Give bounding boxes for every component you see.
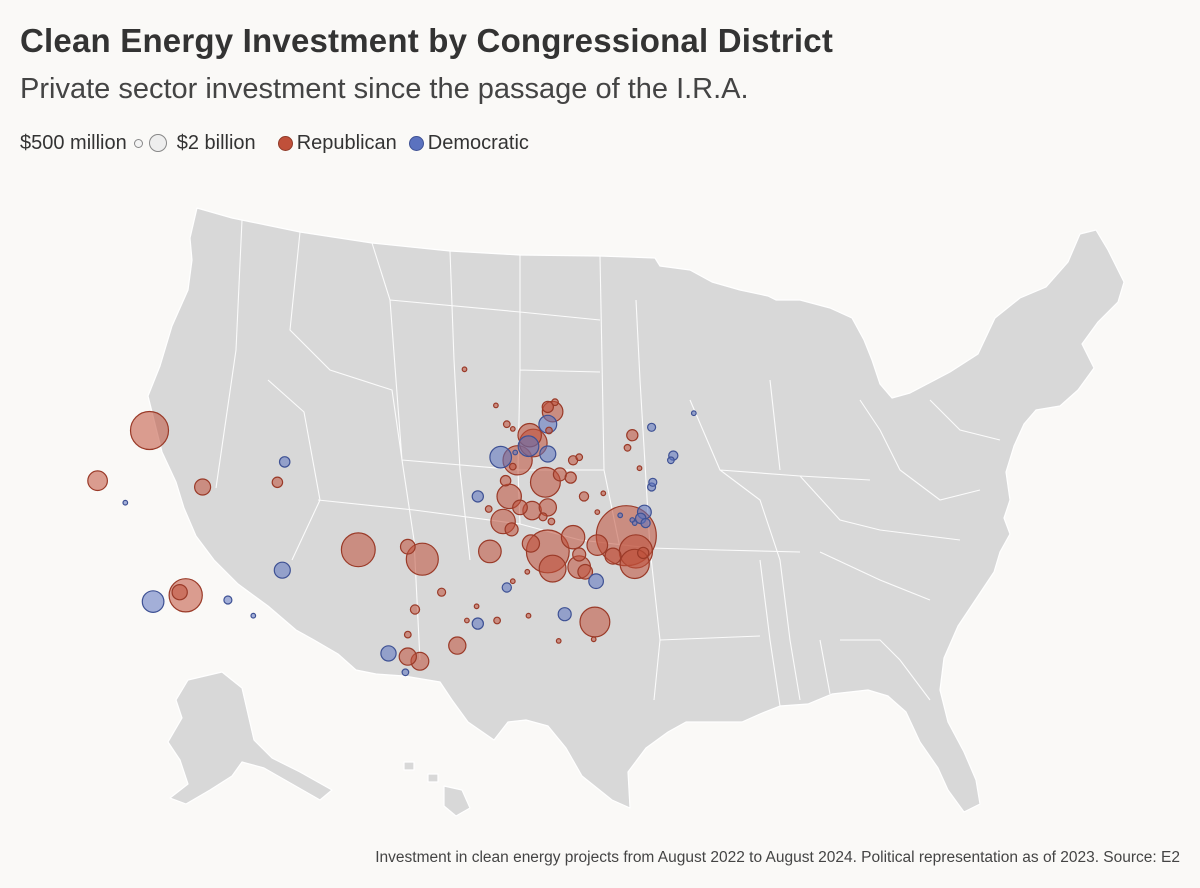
district-bubble-democratic[interactable] bbox=[631, 520, 638, 526]
district-bubble-republican[interactable] bbox=[499, 474, 512, 487]
district-bubble-democratic[interactable] bbox=[517, 435, 540, 458]
legend-republican-label: Republican bbox=[296, 131, 397, 154]
alaska bbox=[167, 671, 333, 805]
district-bubble-republican[interactable] bbox=[437, 587, 447, 597]
footer-note: Investment in clean energy projects from… bbox=[375, 849, 1180, 866]
district-bubble-republican[interactable] bbox=[552, 467, 568, 482]
legend-size-small-circle bbox=[133, 138, 143, 148]
legend-size-large-circle bbox=[148, 134, 167, 152]
district-bubble-republican[interactable] bbox=[502, 420, 511, 429]
bubble-layer bbox=[87, 366, 697, 677]
legend: $500 million $2 billion Republican Democ… bbox=[20, 130, 529, 156]
district-bubble-republican[interactable] bbox=[194, 478, 212, 496]
district-bubble-republican[interactable] bbox=[493, 402, 499, 409]
district-bubble-republican[interactable] bbox=[509, 578, 516, 585]
district-bubble-republican[interactable] bbox=[626, 429, 639, 442]
district-bubble-republican[interactable] bbox=[577, 563, 594, 580]
district-bubble-democratic[interactable] bbox=[646, 422, 657, 432]
district-bubble-republican[interactable] bbox=[473, 603, 480, 610]
district-bubble-republican[interactable] bbox=[403, 630, 412, 639]
district-bubble-democratic[interactable] bbox=[617, 512, 624, 519]
chart-title: Clean Energy Investment by Congressional… bbox=[20, 22, 834, 59]
district-bubble-republican[interactable] bbox=[521, 534, 541, 553]
district-bubble-democratic[interactable] bbox=[539, 445, 557, 463]
district-bubble-republican[interactable] bbox=[560, 524, 586, 550]
district-bubble-republican[interactable] bbox=[524, 568, 531, 575]
district-bubble-democratic[interactable] bbox=[401, 668, 410, 677]
district-bubble-democratic[interactable] bbox=[690, 410, 697, 417]
district-bubble-democratic[interactable] bbox=[489, 445, 513, 469]
legend-size-large-label: $2 billion bbox=[176, 131, 256, 154]
district-bubble-republican[interactable] bbox=[600, 490, 607, 497]
district-bubble-republican[interactable] bbox=[464, 617, 470, 624]
district-bubble-republican[interactable] bbox=[538, 512, 548, 522]
district-bubble-democratic[interactable] bbox=[501, 582, 512, 593]
district-bubble-republican[interactable] bbox=[340, 532, 376, 568]
district-bubble-republican[interactable] bbox=[590, 636, 597, 643]
district-bubble-republican[interactable] bbox=[405, 542, 439, 576]
legend-size-small-label: $500 million bbox=[20, 131, 127, 154]
district-bubble-democratic[interactable] bbox=[648, 477, 658, 487]
district-bubble-republican[interactable] bbox=[594, 509, 601, 515]
district-bubble-republican[interactable] bbox=[604, 547, 622, 565]
district-bubble-republican[interactable] bbox=[399, 538, 416, 555]
district-bubble-republican[interactable] bbox=[564, 471, 577, 484]
district-bubble-republican[interactable] bbox=[551, 398, 559, 407]
district-bubble-republican[interactable] bbox=[398, 647, 417, 666]
district-bubble-democratic[interactable] bbox=[588, 573, 604, 590]
district-bubble-republican[interactable] bbox=[409, 604, 421, 615]
district-bubble-republican[interactable] bbox=[541, 400, 555, 414]
district-bubble-democratic[interactable] bbox=[471, 617, 484, 630]
district-bubble-democratic[interactable] bbox=[141, 590, 165, 613]
district-bubble-democratic[interactable] bbox=[223, 595, 233, 605]
chart-subtitle: Private sector investment since the pass… bbox=[20, 73, 749, 105]
district-bubble-democratic[interactable] bbox=[512, 449, 519, 456]
district-bubble-republican[interactable] bbox=[508, 462, 517, 471]
district-bubble-republican[interactable] bbox=[87, 470, 108, 492]
district-bubble-democratic[interactable] bbox=[250, 612, 257, 619]
legend-democratic-label: Democratic bbox=[427, 131, 529, 154]
district-bubble-democratic[interactable] bbox=[273, 561, 291, 579]
legend-democratic-swatch bbox=[408, 135, 424, 151]
district-bubble-republican[interactable] bbox=[271, 476, 284, 489]
district-bubble-republican[interactable] bbox=[547, 517, 556, 526]
district-bubble-republican[interactable] bbox=[579, 606, 611, 638]
district-bubble-republican[interactable] bbox=[171, 584, 188, 601]
district-bubble-republican[interactable] bbox=[525, 612, 532, 619]
district-bubble-republican[interactable] bbox=[586, 534, 609, 556]
district-bubble-republican[interactable] bbox=[493, 616, 502, 625]
district-bubble-republican[interactable] bbox=[572, 547, 587, 562]
district-bubble-republican[interactable] bbox=[636, 465, 643, 472]
district-bubble-democratic[interactable] bbox=[667, 456, 675, 465]
legend-republican-swatch bbox=[277, 135, 293, 151]
district-bubble-republican[interactable] bbox=[623, 443, 632, 452]
district-bubble-democratic[interactable] bbox=[557, 607, 572, 622]
district-bubble-democratic[interactable] bbox=[380, 645, 397, 662]
district-bubble-republican[interactable] bbox=[555, 638, 562, 644]
district-bubble-republican[interactable] bbox=[504, 522, 519, 537]
district-bubble-republican[interactable] bbox=[512, 499, 528, 516]
hawaii bbox=[403, 761, 471, 817]
district-bubble-republican[interactable] bbox=[578, 491, 590, 502]
district-bubble-republican[interactable] bbox=[478, 539, 502, 564]
district-bubble-republican[interactable] bbox=[538, 554, 567, 583]
district-bubble-republican[interactable] bbox=[538, 498, 558, 517]
district-bubble-republican[interactable] bbox=[637, 546, 650, 560]
district-bubble-republican[interactable] bbox=[484, 505, 493, 513]
district-bubble-democratic[interactable] bbox=[122, 499, 129, 506]
district-bubble-democratic[interactable] bbox=[640, 517, 651, 529]
district-bubble-republican[interactable] bbox=[461, 366, 468, 373]
district-bubble-democratic[interactable] bbox=[278, 456, 291, 468]
district-bubble-republican[interactable] bbox=[129, 410, 170, 451]
district-bubble-republican[interactable] bbox=[448, 636, 467, 655]
district-bubble-democratic[interactable] bbox=[471, 490, 484, 503]
district-bubble-republican[interactable] bbox=[509, 426, 516, 432]
district-bubble-republican[interactable] bbox=[575, 453, 584, 462]
district-bubble-republican[interactable] bbox=[545, 426, 553, 435]
